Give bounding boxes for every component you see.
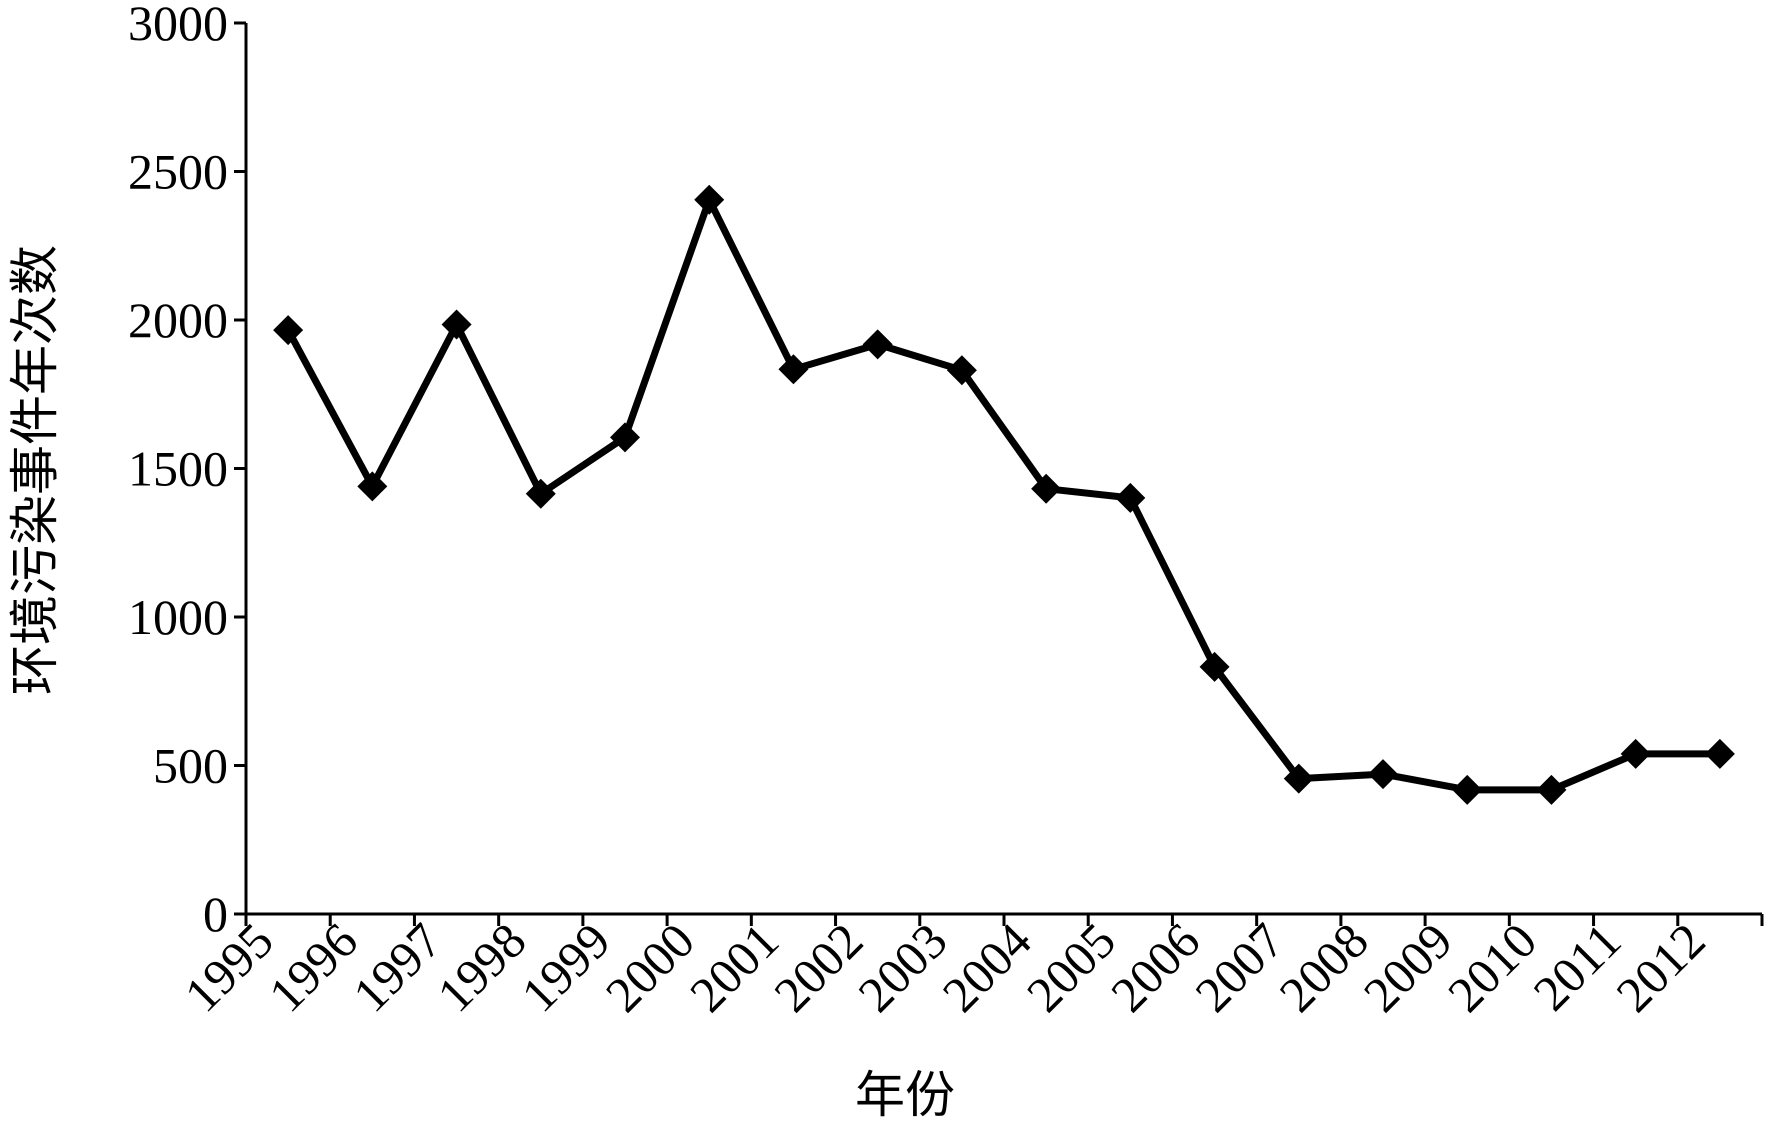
- y-tick-label: 2500: [128, 144, 228, 200]
- y-tick-label: 0: [203, 886, 228, 942]
- x-tick-label: 1996: [258, 912, 368, 1022]
- marker: [1199, 651, 1230, 682]
- x-tick-label: 1998: [426, 912, 536, 1022]
- y-tick-label: 2000: [128, 292, 228, 348]
- marker: [441, 309, 472, 340]
- x-tick-label: 1997: [342, 912, 452, 1022]
- marker: [1283, 763, 1314, 794]
- marker: [1368, 759, 1398, 790]
- y-axis-title: 环境污染事件年次数: [7, 245, 63, 695]
- marker: [694, 184, 725, 215]
- x-axis-title: 年份: [855, 1067, 955, 1123]
- marker: [1031, 473, 1062, 504]
- x-tick-label: 2011: [1522, 912, 1631, 1021]
- y-tick-label: 500: [153, 738, 228, 794]
- x-tick-label: 2005: [1016, 912, 1126, 1022]
- marker: [778, 354, 809, 385]
- y-tick-label: 3000: [128, 0, 228, 51]
- marker: [357, 471, 388, 502]
- data-line: [285, 196, 1720, 794]
- x-tick-label: 2009: [1353, 912, 1463, 1022]
- x-tick-label: 2000: [595, 912, 705, 1022]
- x-tick-label: 2008: [1268, 912, 1378, 1022]
- marker: [610, 422, 640, 453]
- x-tick-label: 2001: [679, 912, 789, 1022]
- marker: [273, 315, 304, 346]
- marker: [1620, 738, 1651, 769]
- y-tick-label: 1500: [128, 441, 228, 497]
- x-tick-label: 1995: [174, 912, 284, 1022]
- x-tick-label: 2002: [763, 912, 873, 1022]
- x-tick-label: 2003: [847, 912, 957, 1022]
- marker: [1452, 774, 1483, 805]
- marker: [862, 329, 893, 360]
- marker: [946, 355, 977, 386]
- x-tick-label: 2012: [1605, 912, 1715, 1022]
- marker: [1536, 774, 1567, 805]
- x-tick-label: 2004: [932, 912, 1042, 1022]
- marker: [1115, 482, 1146, 513]
- marker: [1704, 738, 1735, 769]
- y-tick-label: 1000: [128, 589, 228, 645]
- x-tick-label: 2010: [1437, 912, 1547, 1022]
- x-tick-label: 1999: [510, 912, 620, 1022]
- marker: [525, 478, 556, 509]
- x-tick-label: 2006: [1100, 912, 1210, 1022]
- x-tick-label: 2007: [1184, 912, 1294, 1022]
